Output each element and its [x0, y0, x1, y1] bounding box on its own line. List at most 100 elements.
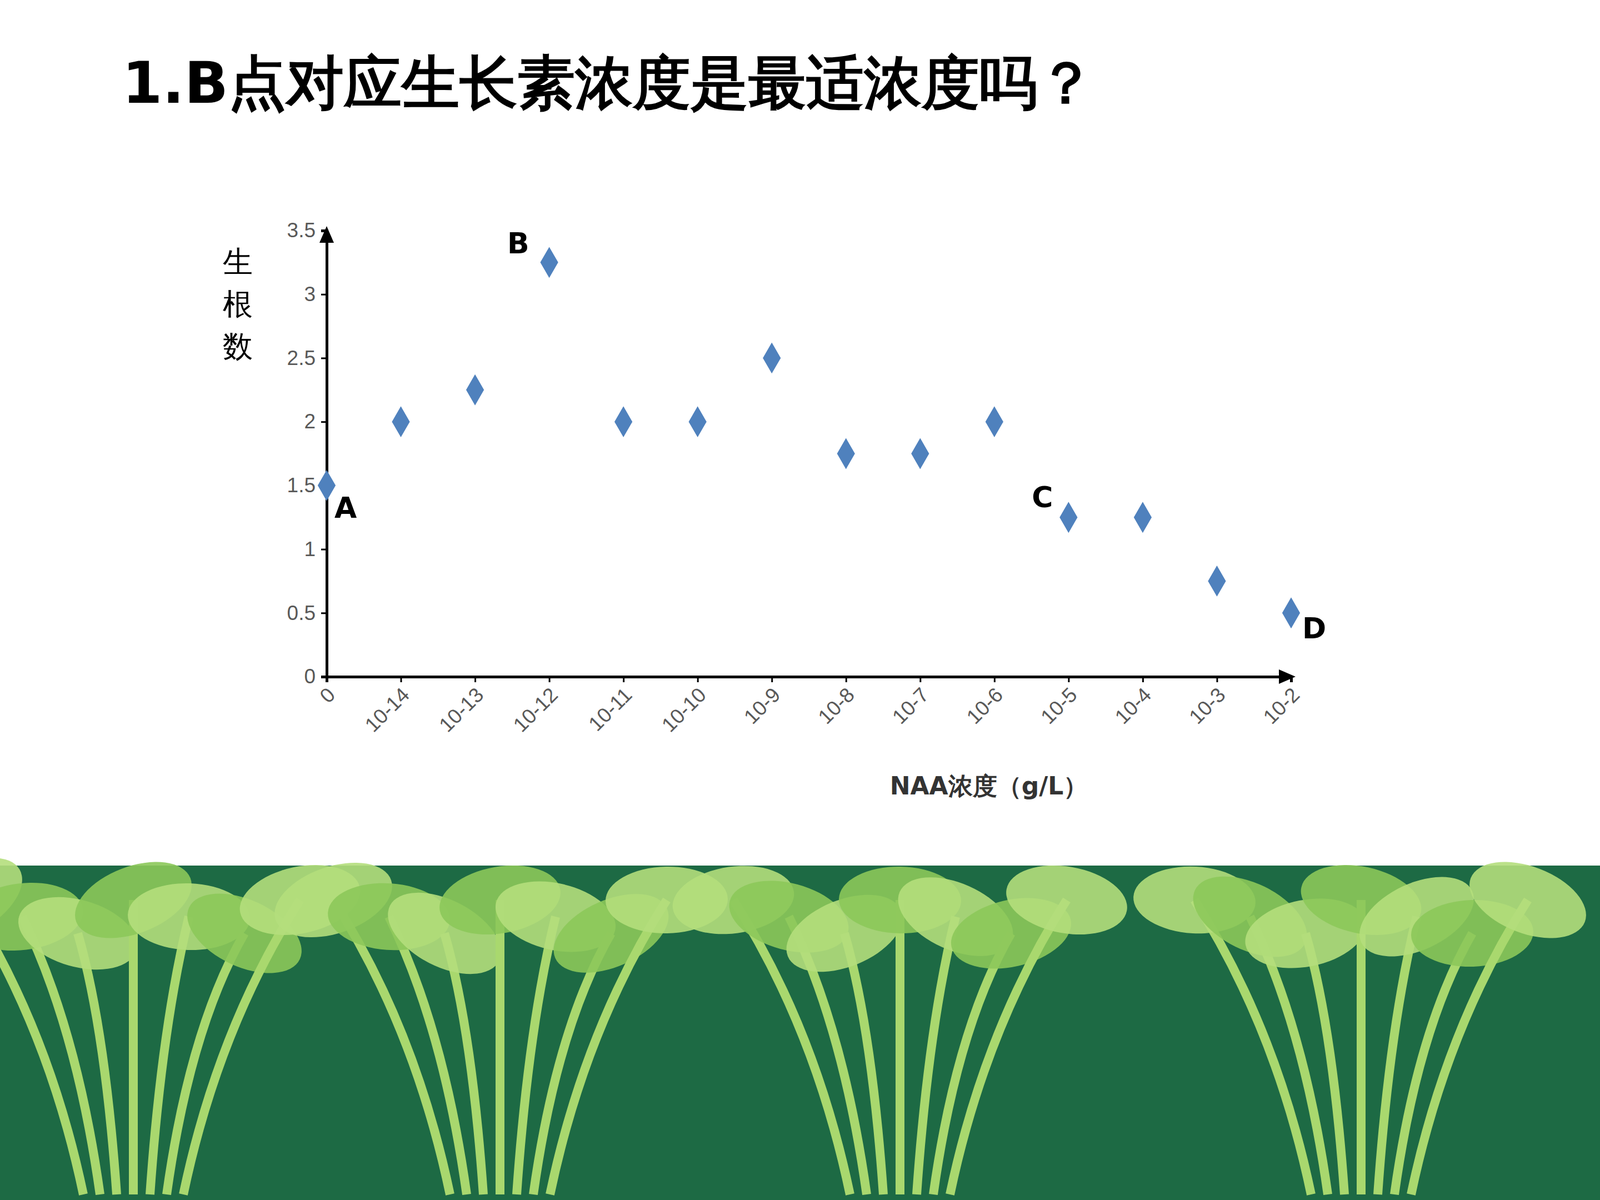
x-tick-mark: [474, 676, 477, 683]
x-tick-mark: [845, 676, 848, 683]
point: [1207, 565, 1226, 597]
point: [466, 374, 484, 406]
stem: [550, 900, 667, 1195]
slide: 1.B点对应生长素浓度是最适浓度吗？00.511.522.533.5010-14…: [0, 0, 1600, 1200]
x-axis: 0 10-14 10-13 10-12 10-11 10-10 10-9 10-8 10-7 10…: [315, 676, 1305, 737]
x-tick-label: 0: [315, 683, 340, 708]
x-tick-mark: [326, 676, 328, 683]
point: [1282, 597, 1300, 629]
leaf: [1000, 856, 1133, 944]
x-tick-label: 10-3: [1184, 683, 1230, 729]
stem: [77, 933, 117, 1195]
x-tick-mark: [919, 676, 922, 683]
x-tick: 10-11: [583, 676, 637, 736]
x-tick: 10-8: [813, 676, 859, 729]
y-axis-title: 生根数: [222, 244, 253, 364]
x-tick-label: 10-13: [434, 683, 488, 737]
x-tick-mark: [697, 676, 699, 683]
x-tick: 10-9: [739, 676, 785, 729]
y-axis-line: [321, 231, 328, 678]
x-tick-label: 10-10: [657, 683, 711, 737]
point: [688, 406, 707, 438]
y-tick-label: 1: [303, 537, 316, 561]
x-tick: 10-2: [1258, 676, 1304, 729]
x-tick: 10-5: [1036, 676, 1082, 729]
x-tick-mark: [400, 676, 403, 683]
point: [391, 406, 410, 438]
y-tick-mark: [321, 421, 327, 423]
point: [985, 406, 1004, 438]
x-tick-label: 10-5: [1036, 683, 1082, 729]
y-tick-label: 0.5: [287, 601, 316, 625]
point: [837, 438, 855, 470]
stem: [844, 933, 884, 1195]
y-tick: 0.5: [287, 601, 327, 625]
point: [614, 406, 633, 438]
x-tick-label: 10-6: [962, 683, 1008, 729]
x-tick-label: 10-9: [739, 683, 785, 729]
x-tick: 0: [315, 676, 340, 708]
y-tick-mark: [321, 548, 327, 551]
x-tick-label: 10-8: [813, 683, 859, 729]
y-tick-label: 2: [303, 410, 316, 433]
annotation: D: [1302, 611, 1327, 645]
y-tick-label: 2.5: [287, 346, 316, 370]
background: [0, 0, 1600, 1200]
y-arrow: [319, 226, 334, 243]
stem: [128, 900, 138, 1195]
x-axis-title: NAA浓度（g/L）: [890, 771, 1089, 800]
points: [317, 246, 1300, 629]
y-tick: 2.5: [287, 346, 327, 370]
y-tick-label: 3: [303, 282, 316, 306]
y-tick-label: 1.5: [287, 473, 316, 497]
y-tick-mark: [321, 612, 327, 614]
y-tick: 1: [303, 537, 327, 561]
x-tick-mark: [993, 676, 996, 683]
x-tick-label: 10-14: [360, 683, 414, 737]
stem: [166, 933, 245, 1195]
y-tick-mark: [321, 293, 327, 296]
point: [317, 470, 336, 502]
x-tick-label: 10-7: [887, 683, 933, 729]
stem: [933, 933, 1012, 1195]
y-tick: 3.5: [287, 218, 327, 242]
y-tick: 3: [303, 282, 327, 306]
point: [762, 342, 781, 374]
point: [1133, 501, 1152, 533]
x-tick: 10-6: [962, 676, 1008, 729]
x-tick-mark: [1067, 676, 1070, 683]
leaf: [1458, 847, 1597, 954]
x-tick-mark: [1142, 676, 1144, 683]
x-tick-mark: [548, 676, 551, 683]
x-tick: 10-12: [508, 676, 563, 737]
x-tick-label: 10-2: [1258, 683, 1304, 729]
x-axis-line: [327, 677, 1292, 683]
stem: [1394, 933, 1473, 1195]
photo-band: [0, 840, 1600, 1200]
x-tick: 10-10: [657, 676, 711, 737]
stem: [183, 900, 300, 1195]
point: [911, 438, 929, 470]
annotation: C: [1031, 480, 1053, 514]
stem: [533, 933, 612, 1195]
x-tick: 10-4: [1110, 676, 1156, 729]
stem: [1411, 900, 1528, 1195]
y-tick: 2: [303, 410, 327, 433]
x-tick-mark: [1216, 676, 1218, 683]
y-tick-label: 0: [303, 665, 316, 688]
x-tick: 10-14: [360, 676, 414, 737]
x-tick: 10-7: [887, 676, 933, 729]
x-tick: 10-13: [434, 676, 488, 737]
x-arrow: [1278, 669, 1296, 684]
y-tick-mark: [321, 357, 327, 359]
stem: [895, 900, 905, 1195]
x-tick-mark: [771, 676, 773, 683]
annotation: B: [507, 226, 530, 260]
y-tick-label: 3.5: [287, 218, 316, 242]
x-tick-label: 10-12: [508, 683, 563, 737]
y-axis: 0 0.5 1 1.5 2 2.5 3 3.5: [287, 218, 328, 688]
x-tick-mark: [622, 676, 625, 683]
point: [540, 246, 558, 278]
stem: [950, 900, 1067, 1195]
annotation: A: [334, 491, 357, 525]
